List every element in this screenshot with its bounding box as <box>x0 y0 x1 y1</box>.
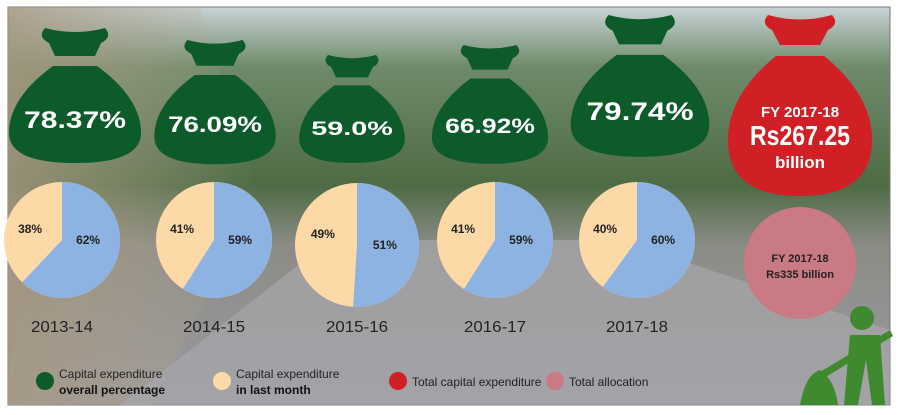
overall-percentage-label: 78.37% <box>24 107 126 134</box>
legend-item-green: Capital expenditure overall percentage <box>36 367 165 397</box>
legend-swatch <box>213 372 231 390</box>
pie-slice-other <box>353 182 420 307</box>
pie-label-other: 59% <box>228 233 252 247</box>
year-label: 2013-14 <box>31 319 93 336</box>
pie-slice-other <box>602 182 695 299</box>
pie-label-last-month: 38% <box>18 222 42 236</box>
legend-item-pink: Total allocation <box>546 372 648 390</box>
pie-label-last-month: 40% <box>593 222 617 236</box>
pie-label-other: 62% <box>76 233 100 247</box>
bag-body <box>154 74 276 165</box>
overall-percentage-bag-2016-17: 66.92% <box>431 45 549 164</box>
bag-year: FY 2017-18 <box>761 104 839 121</box>
pie-slice-other <box>22 182 121 298</box>
overall-percentage-bag-2015-16: 59.0% <box>299 55 405 163</box>
bag-amount: Rs267.25 <box>750 120 850 151</box>
year-label: 2015-16 <box>326 319 388 336</box>
legend-item-beige: Capital expenditure in last month <box>213 367 340 397</box>
bag-body <box>570 54 710 157</box>
pie-slice-other <box>463 182 553 298</box>
road-worker-icon <box>800 306 893 405</box>
pie-2015-16: 51% 49% 2015-16 <box>295 182 420 336</box>
pie-label-last-month: 41% <box>451 222 475 236</box>
legend-swatch <box>546 372 564 390</box>
bag-body <box>728 56 872 196</box>
bag-tie <box>460 45 520 70</box>
legend-text-bold: in last month <box>236 383 311 397</box>
bag-tie <box>41 28 109 56</box>
pie-label-last-month: 49% <box>311 227 335 241</box>
bag-tie <box>764 15 836 45</box>
bag-tie <box>605 15 675 45</box>
legend-text: Capital expenditure <box>59 367 163 381</box>
year-label: 2014-15 <box>183 319 245 336</box>
pie-2016-17: 59% 41% 2016-17 <box>437 182 553 336</box>
pie-2017-18: 60% 40% 2017-18 <box>579 182 695 336</box>
overall-percentage-label: 79.74% <box>586 98 693 126</box>
pie-label-last-month: 41% <box>170 222 194 236</box>
legend-text: Capital expenditure <box>236 367 340 381</box>
overall-percentage-label: 59.0% <box>311 119 393 140</box>
overall-percentage-bag-2013-14: 78.37% <box>9 28 141 163</box>
total-allocation-circle: FY 2017-18 Rs335 billion <box>744 207 856 319</box>
pie-2013-14: 62% 38% 2013-14 <box>4 182 121 336</box>
bag-unit: billion <box>775 153 825 172</box>
bag-body <box>431 78 549 164</box>
overall-percentage-label: 76.09% <box>168 112 262 137</box>
pie-slice-other <box>182 182 272 299</box>
legend-swatch <box>389 372 407 390</box>
legend-text: Total allocation <box>569 375 648 389</box>
bag-body <box>299 85 405 163</box>
legend-text: Total capital expenditure <box>412 375 542 389</box>
allocation-amount: Rs335 billion <box>766 269 834 281</box>
year-label: 2016-17 <box>464 319 526 336</box>
pie-2014-15: 59% 41% 2014-15 <box>156 182 272 336</box>
pie-label-other: 59% <box>509 233 533 247</box>
bag-tie <box>184 40 246 66</box>
allocation-year: FY 2017-18 <box>771 253 828 265</box>
pie-label-other: 60% <box>651 233 675 247</box>
overall-percentage-bag-2014-15: 76.09% <box>154 40 276 165</box>
year-label: 2017-18 <box>606 319 668 336</box>
overall-percentage-label: 66.92% <box>445 115 535 138</box>
legend-item-red: Total capital expenditure <box>389 372 542 390</box>
overall-percentage-bag-2017-18: 79.74% <box>570 15 710 157</box>
bag-tie <box>325 55 379 78</box>
bag-body <box>9 66 141 163</box>
legend-text-bold: overall percentage <box>59 383 165 397</box>
legend-swatch <box>36 372 54 390</box>
pie-label-other: 51% <box>373 238 397 252</box>
total-capital-expenditure-bag: FY 2017-18 Rs267.25 billion <box>728 15 872 196</box>
